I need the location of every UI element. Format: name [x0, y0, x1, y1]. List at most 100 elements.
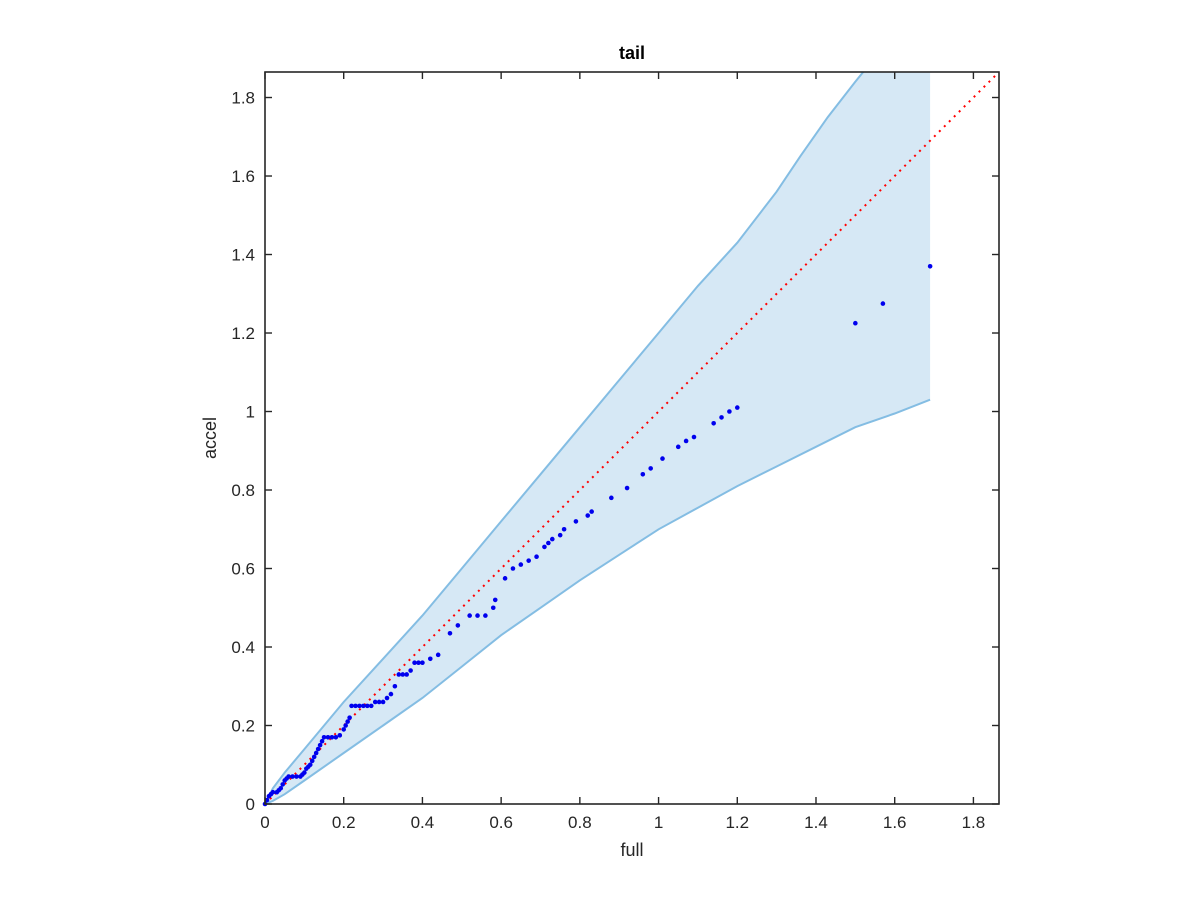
data-point	[510, 566, 516, 571]
data-point	[357, 703, 362, 709]
chart-title: tail	[619, 43, 645, 63]
data-point	[573, 519, 579, 524]
x-tick-label: 0.4	[411, 813, 435, 832]
confidence-band	[265, 72, 931, 804]
y-tick-label: 1.8	[231, 89, 255, 108]
data-point	[435, 652, 441, 658]
data-point	[467, 613, 472, 618]
data-point	[329, 734, 335, 740]
data-point	[420, 660, 425, 666]
x-tick-label: 1.6	[883, 813, 907, 832]
data-point	[294, 774, 299, 779]
data-point	[412, 660, 417, 666]
data-point	[853, 320, 858, 326]
y-tick-label: 0	[246, 795, 255, 814]
data-point	[372, 699, 378, 705]
data-point	[624, 485, 630, 491]
y-tick-label: 1.2	[231, 324, 255, 343]
data-point	[400, 672, 406, 677]
data-point	[711, 420, 716, 426]
data-point	[311, 754, 317, 760]
confidence-band-upper-edge	[264, 71, 864, 805]
data-point	[927, 263, 933, 269]
x-axis-label: full	[620, 840, 643, 860]
axes-box	[264, 71, 1000, 805]
data-point	[408, 668, 413, 673]
x-tick-label: 0.8	[568, 813, 592, 832]
data-point	[380, 699, 386, 705]
plot-area	[262, 71, 1000, 807]
data-point	[365, 703, 370, 709]
data-point	[557, 532, 563, 538]
data-point	[734, 405, 740, 410]
data-point	[683, 438, 689, 444]
data-point	[341, 727, 347, 732]
data-point	[534, 554, 539, 560]
data-point	[404, 672, 409, 677]
x-tick-label: 0.6	[489, 813, 513, 832]
y-axis-ticks: 0 0.2 0.4 0.6 0.8 1 1.2 1.4 1.6 1.8	[231, 89, 999, 814]
data-point	[475, 613, 480, 618]
data-point	[353, 703, 358, 709]
data-point	[278, 786, 284, 791]
data-point	[396, 672, 402, 677]
data-point	[317, 742, 323, 748]
y-tick-label: 1	[246, 403, 255, 422]
data-point	[518, 562, 524, 567]
data-point	[325, 734, 331, 740]
data-point	[280, 782, 286, 787]
data-point	[270, 789, 276, 795]
data-point	[368, 703, 374, 709]
data-point	[319, 738, 325, 744]
y-tick-label: 0.6	[231, 560, 255, 579]
data-point	[502, 576, 508, 581]
data-point	[337, 733, 343, 738]
y-tick-label: 1.4	[231, 246, 255, 265]
x-tick-label: 1.8	[962, 813, 986, 832]
data-point	[585, 513, 591, 518]
data-point	[345, 719, 350, 724]
data-point	[719, 415, 724, 420]
data-point	[376, 699, 382, 705]
data-point	[455, 623, 461, 628]
data-points	[262, 263, 933, 807]
data-point	[691, 434, 697, 440]
y-tick-label: 0.2	[231, 717, 255, 736]
y-tick-label: 1.6	[231, 167, 255, 186]
reference-line	[264, 71, 1000, 805]
data-point	[727, 409, 732, 414]
data-point	[542, 544, 547, 550]
y-tick-label: 0.4	[231, 638, 255, 657]
data-point	[361, 703, 366, 709]
data-point	[447, 630, 453, 636]
x-tick-label: 1.2	[725, 813, 749, 832]
data-point	[333, 734, 339, 740]
data-point	[490, 605, 496, 611]
data-point	[309, 758, 315, 764]
x-tick-label: 0	[260, 813, 269, 832]
x-tick-label: 1	[654, 813, 663, 832]
data-point	[546, 540, 551, 546]
data-point	[880, 301, 886, 306]
data-point	[660, 456, 665, 461]
data-point	[290, 774, 295, 779]
data-point	[302, 770, 307, 775]
data-point	[561, 526, 567, 532]
x-tick-label: 1.4	[804, 813, 828, 832]
confidence-band-lower-edge	[264, 398, 931, 805]
data-point	[427, 656, 433, 662]
data-point	[526, 558, 531, 563]
y-tick-label: 0.8	[231, 481, 255, 500]
data-point	[343, 723, 348, 728]
data-point	[416, 660, 421, 666]
data-point	[313, 750, 319, 756]
data-point	[347, 715, 352, 720]
y-axis-label: accel	[200, 417, 220, 459]
data-point	[640, 472, 646, 477]
data-point	[264, 797, 270, 803]
x-tick-label: 0.2	[332, 813, 356, 832]
data-point	[286, 774, 291, 779]
data-point	[392, 683, 398, 689]
data-point	[550, 536, 555, 542]
